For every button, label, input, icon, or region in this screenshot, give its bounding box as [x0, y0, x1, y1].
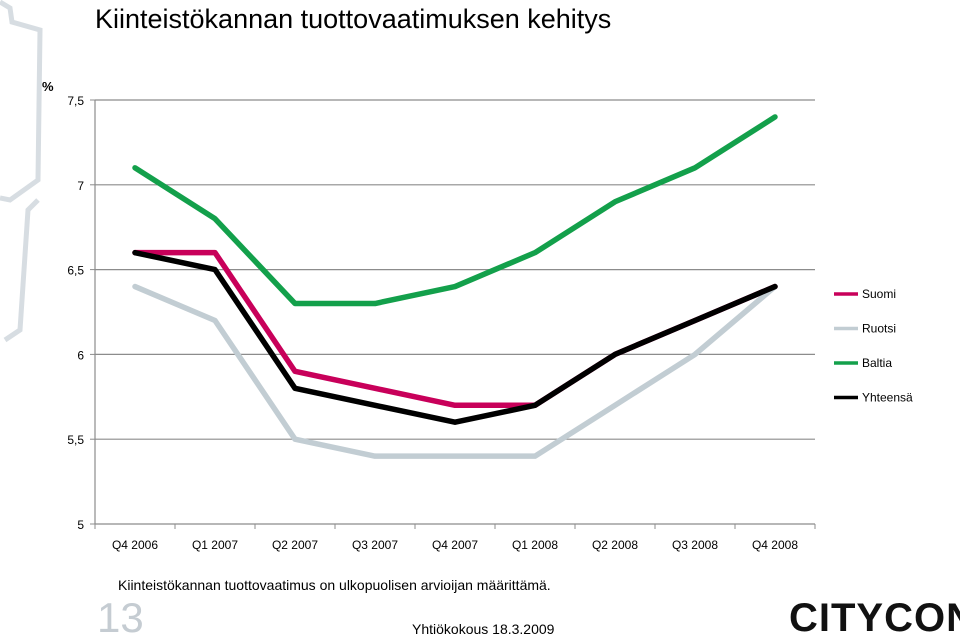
- legend-label: Suomi: [862, 287, 896, 301]
- x-tick-label: Q4 2006: [112, 538, 158, 552]
- x-tick-label: Q1 2007: [192, 538, 238, 552]
- x-tick-labels: Q4 2006 Q1 2007 Q2 2007 Q3 2007 Q4 2007 Q1 20…: [112, 538, 798, 552]
- series-line-baltia: [132, 114, 778, 307]
- x-tick-label: Q3 2007: [352, 538, 398, 552]
- line-chart: 5 5,5 6 6,5 7 7,5 Q4 2006 Q1 2007 Q2 2007 Q3 200…: [67, 94, 913, 552]
- chart-axes: [90, 99, 816, 529]
- chart-series-lines: [132, 114, 778, 459]
- x-tick-label: Q4 2007: [432, 538, 478, 552]
- y-tick-label: 5,5: [67, 433, 84, 447]
- series-line-yhteensä: [132, 249, 778, 425]
- unit-label: %: [42, 79, 54, 94]
- x-tick-label: Q2 2007: [272, 538, 318, 552]
- citycon-logo: CITYCON: [789, 596, 960, 640]
- y-tick-label: 7,5: [67, 94, 84, 108]
- y-tick-labels: 5 5,5 6 6,5 7 7,5: [67, 94, 84, 532]
- y-tick-label: 6: [77, 348, 84, 362]
- y-tick-label: 6,5: [67, 264, 84, 278]
- x-tick-label: Q3 2008: [672, 538, 718, 552]
- page-number: 13: [97, 594, 144, 641]
- legend-label: Ruotsi: [862, 322, 896, 336]
- page-title: Kiinteistökannan tuottovaatimuksen kehit…: [95, 4, 612, 34]
- series-line-ruotsi: [132, 283, 778, 459]
- y-tick-label: 7: [77, 179, 84, 193]
- chart-gridlines: [95, 99, 815, 440]
- x-tick-label: Q4 2008: [752, 538, 798, 552]
- footnote: Kiinteistökannan tuottovaatimus on ulkop…: [118, 577, 551, 593]
- legend-label: Yhteensä: [862, 391, 913, 405]
- y-tick-label: 5: [77, 518, 84, 532]
- x-tick-label: Q1 2008: [512, 538, 558, 552]
- legend-label: Baltia: [862, 356, 892, 370]
- decorative-line-art: [0, 0, 43, 343]
- x-tick-label: Q2 2008: [592, 538, 638, 552]
- event-label: Yhtiökokous 18.3.2009: [412, 621, 555, 637]
- chart-legend: Suomi Ruotsi Baltia Yhteensä: [834, 287, 913, 405]
